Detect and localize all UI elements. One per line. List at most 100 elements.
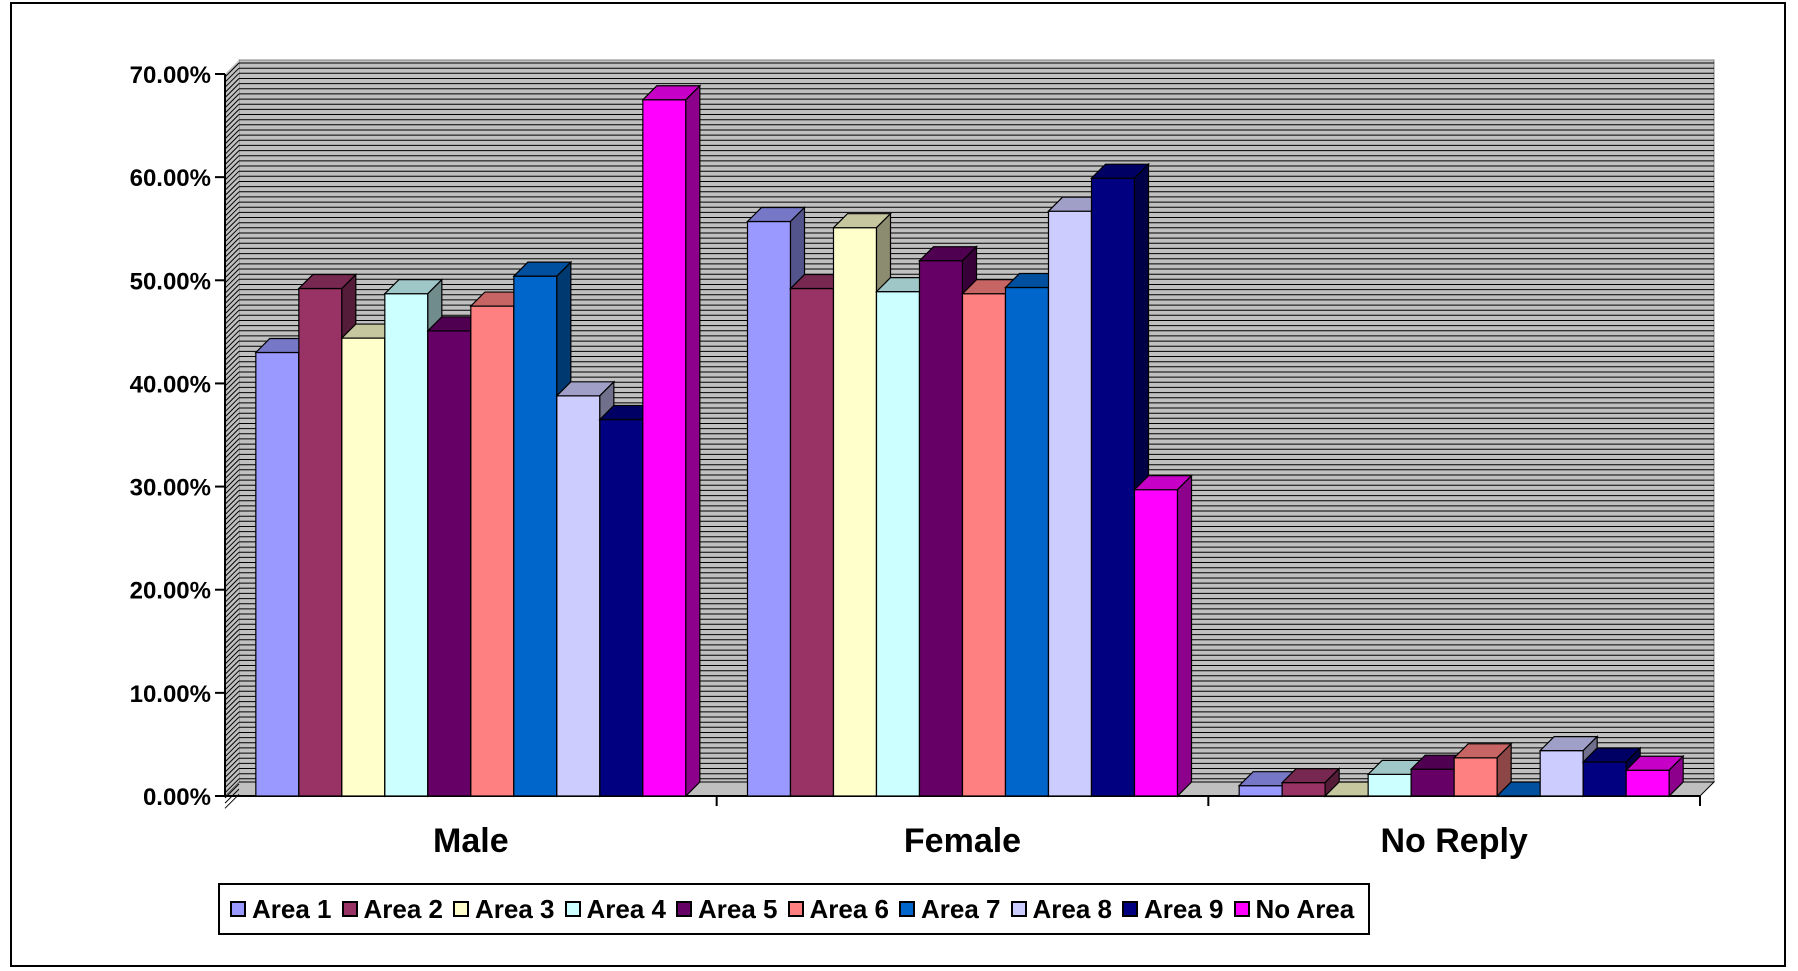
- hatch-line: [224, 387, 240, 402]
- hatch-line: [224, 170, 240, 186]
- hatch-line: [224, 139, 240, 155]
- hatch-line: [224, 608, 240, 624]
- hatch-line: [224, 78, 240, 93]
- hatch-line: [224, 680, 240, 696]
- legend-label: Area 1: [252, 893, 332, 924]
- bar-front: [1090, 177, 1136, 797]
- bar-front: [556, 395, 601, 797]
- hatch-line: [224, 175, 240, 191]
- hatch-line: [224, 356, 240, 371]
- hatch-line: [224, 603, 240, 619]
- bar: [1133, 474, 1193, 798]
- bar-front: [470, 305, 515, 797]
- hatch-line: [224, 526, 240, 541]
- bar-front: [918, 260, 964, 797]
- bar-front: [1453, 757, 1498, 797]
- legend-item: Area 1: [230, 894, 332, 925]
- y-tick-label: 70.00%: [130, 62, 211, 89]
- hatch-line: [224, 299, 240, 315]
- hatch-line: [224, 577, 240, 593]
- bar-front: [1410, 768, 1455, 797]
- legend-item: Area 5: [676, 894, 778, 925]
- legend-label: Area 3: [475, 893, 555, 924]
- hatch-line: [224, 165, 240, 181]
- hatch-line: [224, 454, 240, 469]
- hatch-line: [224, 515, 240, 531]
- hatch-line: [224, 732, 240, 747]
- y-tick-label: 0.00%: [143, 784, 211, 811]
- bar-front: [341, 337, 386, 797]
- hatch-line: [224, 500, 240, 516]
- bar-side: [1668, 754, 1684, 798]
- hatch-line: [224, 572, 240, 588]
- hatch-line: [224, 675, 240, 691]
- hatch-line: [224, 654, 240, 670]
- hatch-line: [224, 490, 240, 505]
- legend-swatch: [1122, 901, 1138, 917]
- hatch-line: [224, 124, 240, 140]
- hatch-line: [224, 248, 240, 263]
- x-category-label: Male: [433, 822, 509, 860]
- hatch-line: [224, 757, 240, 773]
- bar-front: [427, 330, 472, 797]
- hatch-line: [224, 557, 240, 572]
- hatch-line: [224, 768, 240, 783]
- hatch-line: [224, 253, 240, 268]
- hatch-line: [224, 716, 240, 732]
- hatch-line: [224, 134, 240, 150]
- bar-front: [1004, 286, 1050, 797]
- bar-front: [832, 227, 878, 797]
- hatch-line: [224, 541, 240, 557]
- hatch-line: [224, 222, 240, 238]
- bar-front: [1367, 773, 1412, 797]
- hatch-line: [224, 706, 240, 722]
- legend-item: Area 8: [1010, 894, 1112, 925]
- hatch-line: [224, 644, 240, 660]
- legend-item: Area 7: [899, 894, 1001, 925]
- hatch-line: [224, 587, 240, 603]
- y-tick-label: 60.00%: [130, 165, 211, 192]
- hatch-line: [224, 109, 240, 124]
- hatch-line: [224, 309, 240, 325]
- hatch-line: [224, 263, 240, 279]
- hatch-line: [224, 145, 240, 160]
- bar-front: [961, 293, 1007, 797]
- hatch-line: [224, 464, 240, 480]
- hatch-line: [224, 284, 240, 299]
- legend-item: Area 9: [1122, 894, 1224, 925]
- bar-front: [1582, 761, 1627, 797]
- hatch-line: [224, 150, 240, 165]
- hatch-line: [224, 495, 240, 510]
- bar: [641, 84, 702, 798]
- hatch-line: [224, 505, 240, 521]
- hatch-line: [224, 361, 240, 377]
- hatch-line: [224, 551, 240, 567]
- hatch-line: [224, 634, 240, 649]
- hatch-line: [224, 397, 240, 413]
- legend-item: Area 3: [453, 894, 555, 925]
- hatch-line: [224, 227, 240, 243]
- hatch-line: [224, 711, 240, 727]
- bar-front: [1625, 769, 1670, 797]
- hatch-line: [224, 160, 240, 176]
- bar-front: [1133, 489, 1179, 797]
- hatch-line: [224, 479, 240, 495]
- hatch-line: [224, 376, 240, 392]
- hatch-line: [224, 469, 240, 485]
- hatch-line: [224, 701, 240, 716]
- hatch-line: [224, 196, 240, 212]
- bar-front: [746, 220, 792, 797]
- legend-label: Area 4: [586, 893, 667, 924]
- hatch-line: [224, 294, 240, 310]
- hatch-line: [224, 392, 240, 407]
- hatch-line: [224, 474, 240, 490]
- legend-swatch: [341, 901, 358, 917]
- hatch-line: [224, 191, 240, 207]
- bar-front: [599, 418, 644, 797]
- hatch-line: [224, 304, 240, 320]
- hatch-line: [224, 155, 240, 171]
- hatch-line: [224, 613, 240, 629]
- hatch-line: [224, 417, 240, 433]
- bar-front: [1539, 750, 1584, 797]
- hatch-line: [224, 325, 240, 340]
